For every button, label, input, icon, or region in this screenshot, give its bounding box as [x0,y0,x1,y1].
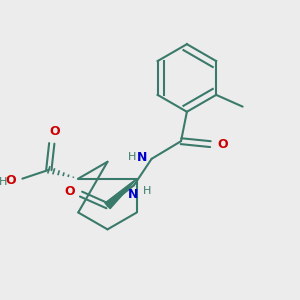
Polygon shape [105,179,137,209]
Text: O: O [64,185,75,198]
Text: O: O [217,138,227,151]
Text: H: H [143,186,152,196]
Text: H: H [128,152,137,162]
Text: H: H [0,177,8,187]
Text: N: N [137,152,147,164]
Text: O: O [50,124,60,137]
Text: O: O [6,174,16,187]
Text: N: N [128,188,138,201]
